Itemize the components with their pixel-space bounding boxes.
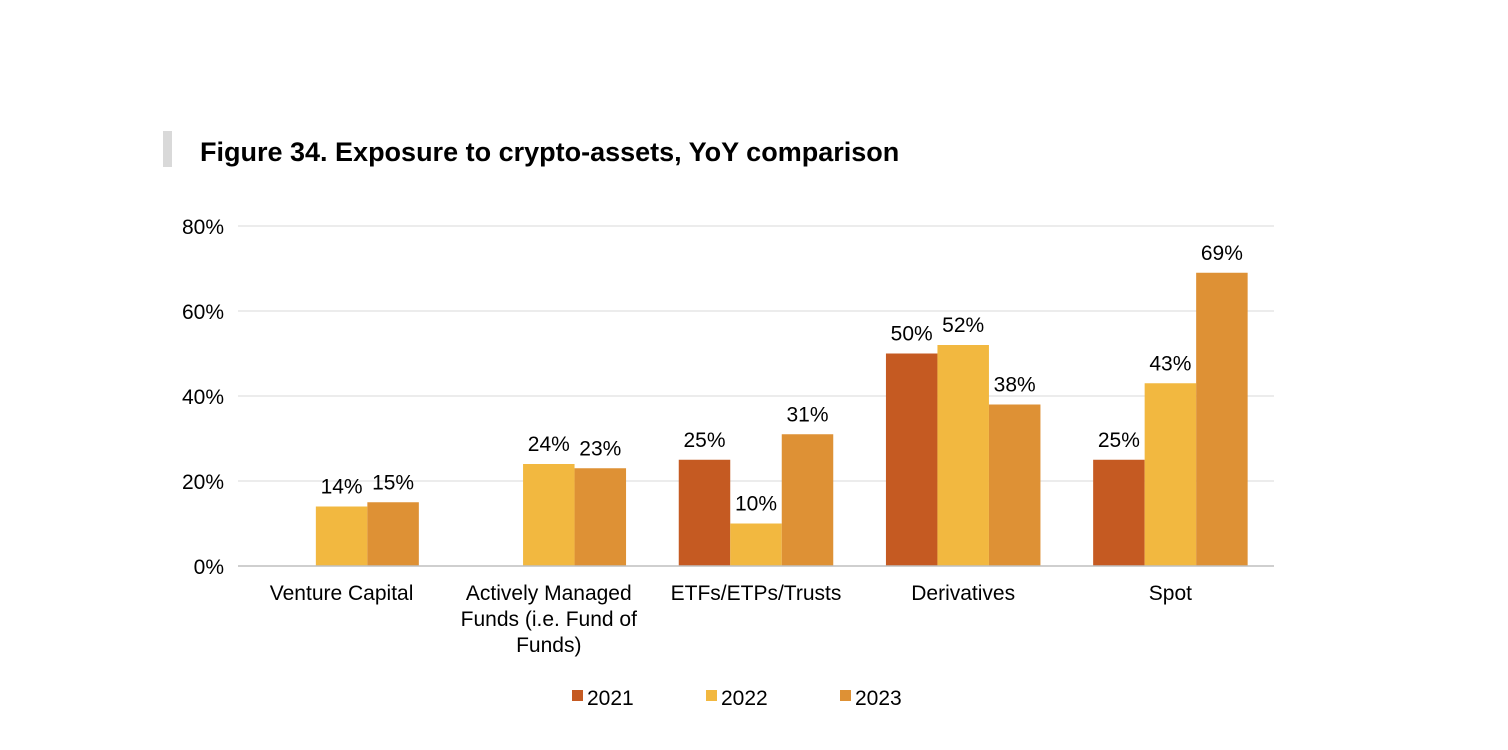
category-label: ETFs/ETPs/Trusts <box>671 582 842 605</box>
y-tick-label: 40% <box>182 386 224 409</box>
data-label-2022: 43% <box>1149 352 1191 375</box>
bar-2021 <box>678 459 731 566</box>
bar-2023 <box>781 434 834 566</box>
bar-2021 <box>1093 459 1145 566</box>
legend-swatch-2021 <box>572 690 583 701</box>
y-tick-label: 60% <box>182 301 224 324</box>
bar-2022 <box>937 345 989 566</box>
data-label-2021: 25% <box>1098 429 1140 452</box>
data-label-2021: 25% <box>683 429 725 452</box>
legend-label-2022: 2022 <box>721 687 768 710</box>
category-label: Venture Capital <box>270 582 414 605</box>
legend: 2021 2022 2023 <box>572 687 902 710</box>
bar-2023 <box>574 468 627 566</box>
category-label: Derivatives <box>911 582 1015 605</box>
bar-2022 <box>730 523 782 566</box>
x-axis-categories: Venture Capital Actively Managed Funds (i.… <box>270 582 1192 657</box>
y-tick-label: 80% <box>182 216 224 239</box>
title-accent-bar <box>163 131 172 167</box>
data-label-2022: 24% <box>528 433 570 456</box>
data-labels: 14% 15% 24% 23% 25% 10% 31% 50% 52% 38% 25% 43% 69% <box>321 242 1243 516</box>
y-axis-ticks: 0% 20% 40% 60% 80% <box>182 216 224 579</box>
bar-2023 <box>988 404 1041 566</box>
data-label-2023: 15% <box>372 471 414 494</box>
category-label: Funds (i.e. Fund of <box>461 608 637 631</box>
data-label-2022: 10% <box>735 493 777 516</box>
data-label-2022: 14% <box>321 476 363 499</box>
data-label-2023: 23% <box>579 437 621 460</box>
legend-swatch-2022 <box>706 690 717 701</box>
category-label: Funds) <box>516 634 581 657</box>
bar-2022 <box>1144 383 1197 566</box>
data-label-2023: 31% <box>786 403 828 426</box>
bar-2022 <box>315 506 368 566</box>
legend-label-2021: 2021 <box>587 687 634 710</box>
y-tick-label: 0% <box>194 556 224 579</box>
data-label-2022: 52% <box>942 314 984 337</box>
bar-2021 <box>885 353 938 566</box>
legend-swatch-2023 <box>840 690 851 701</box>
data-label-2023: 69% <box>1201 242 1243 265</box>
y-tick-label: 20% <box>182 471 224 494</box>
chart-title: Figure 34. Exposure to crypto-assets, Yo… <box>200 137 899 167</box>
legend-label-2023: 2023 <box>855 687 902 710</box>
bar-2023 <box>1196 272 1248 566</box>
bar-2022 <box>523 464 575 566</box>
bar-2023 <box>367 502 419 566</box>
data-label-2021: 50% <box>891 323 933 346</box>
category-label: Actively Managed <box>466 582 632 605</box>
bars <box>315 272 1248 566</box>
data-label-2023: 38% <box>994 374 1036 397</box>
category-label: Spot <box>1149 582 1192 605</box>
